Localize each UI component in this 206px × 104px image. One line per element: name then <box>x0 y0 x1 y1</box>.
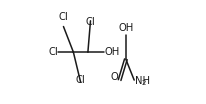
Text: Cl: Cl <box>48 47 58 57</box>
Text: 2: 2 <box>140 80 145 86</box>
Text: Cl: Cl <box>58 12 68 22</box>
Text: Cl: Cl <box>75 75 85 85</box>
Text: O: O <box>110 72 117 82</box>
Text: Cl: Cl <box>85 17 95 27</box>
Text: NH: NH <box>134 76 149 86</box>
Text: OH: OH <box>118 23 133 33</box>
Text: OH: OH <box>104 47 119 57</box>
